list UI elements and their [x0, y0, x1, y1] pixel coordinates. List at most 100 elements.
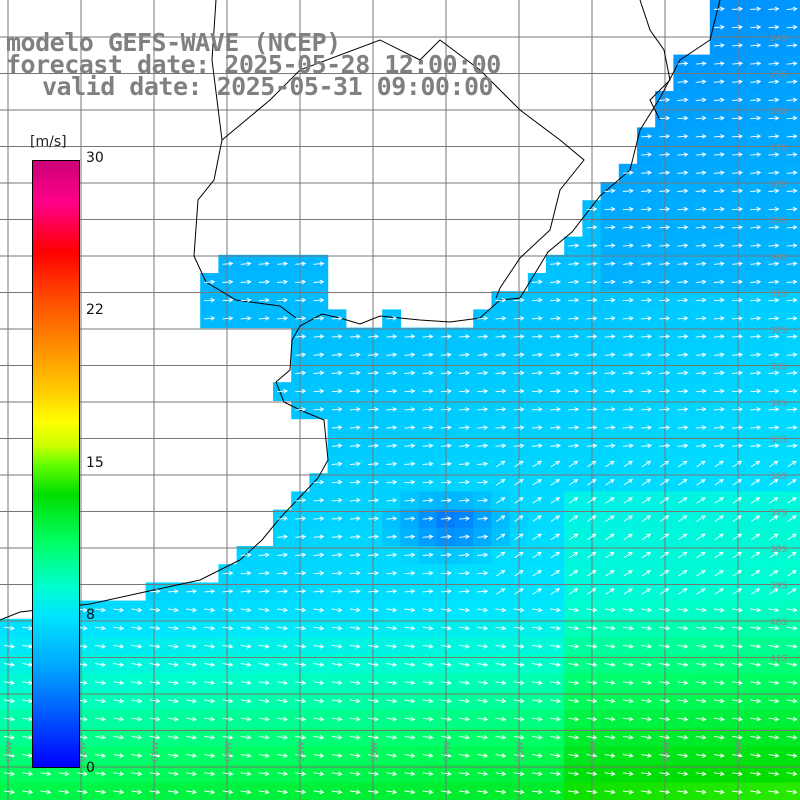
wind-arrow [331, 625, 343, 631]
wind-arrow [222, 753, 234, 758]
wind-arrow [4, 771, 16, 777]
wind-arrow [786, 297, 798, 303]
wind-arrow [750, 460, 761, 468]
wind-arrow [677, 607, 689, 613]
wind-arrow [768, 644, 780, 649]
wind-arrow [568, 316, 580, 321]
wind-arrow [750, 97, 762, 103]
wind-arrow [222, 662, 234, 667]
wind-arrow [186, 735, 198, 740]
lon-label: 57W [443, 742, 453, 762]
wind-arrow [659, 134, 671, 139]
wind-arrow [477, 680, 489, 686]
wind-arrow [786, 607, 798, 613]
wind-arrow [277, 316, 289, 321]
wind-arrow [695, 206, 707, 212]
wind-arrow [531, 352, 543, 358]
wind-arrow [769, 588, 779, 595]
wind-arrow [677, 97, 689, 103]
wind-arrow [440, 607, 452, 613]
wind-arrow [349, 698, 361, 704]
wind-arrow [349, 534, 361, 540]
wind-arrow [368, 425, 380, 430]
wind-arrow [659, 662, 671, 667]
wind-arrow [586, 771, 598, 777]
wind-arrow [695, 735, 707, 740]
wind-arrow [568, 497, 579, 504]
wind-arrow [786, 735, 798, 740]
wind-arrow [641, 607, 653, 613]
wind-arrow [531, 771, 543, 777]
wind-arrow [750, 279, 762, 285]
wind-arrow [769, 497, 779, 504]
wind-arrow [695, 716, 707, 722]
wind-arrow [769, 551, 779, 559]
wind-arrow [587, 460, 597, 468]
wind-arrow [240, 698, 252, 704]
wind-arrow [586, 735, 598, 740]
wind-arrow [677, 771, 689, 777]
wind-arrow [586, 352, 598, 358]
wind-arrow [586, 443, 598, 449]
wind-arrow [677, 316, 689, 321]
wind-arrow [786, 279, 798, 285]
wind-arrow [240, 662, 252, 667]
wind-arrow [750, 515, 761, 522]
wind-arrow [495, 716, 507, 722]
wind-arrow [732, 243, 744, 248]
wind-arrow [513, 644, 525, 649]
wind-arrow [477, 716, 489, 722]
wind-arrow [750, 134, 762, 139]
wind-arrow [677, 188, 689, 194]
wind-arrow [768, 607, 780, 613]
wind-arrow [550, 680, 562, 686]
wind-arrow [531, 735, 543, 740]
wind-arrow [750, 443, 762, 449]
wind-arrow [386, 662, 398, 667]
wind-arrow [623, 551, 633, 559]
wind-arrow [695, 79, 707, 85]
wind-arrow [695, 370, 707, 376]
wind-arrow [167, 607, 179, 613]
wind-arrow [204, 279, 216, 285]
wind-arrow [477, 552, 489, 558]
wind-arrow [331, 370, 343, 376]
wind-arrow [677, 735, 689, 740]
wind-arrow [695, 115, 707, 121]
wind-arrow [386, 407, 398, 412]
wind-arrow [678, 497, 688, 504]
wind-arrow [641, 753, 653, 758]
wind-arrow [331, 516, 343, 521]
colorbar-unit: [m/s] [30, 134, 67, 150]
wind-arrow [677, 698, 689, 704]
wind-arrow [604, 316, 616, 321]
wind-arrow [95, 607, 107, 613]
wind-arrow [550, 407, 562, 412]
wind-arrow [331, 698, 343, 704]
wind-arrow [258, 279, 270, 285]
wind-arrow [531, 625, 543, 631]
wind-arrow [659, 370, 671, 376]
wind-arrow [695, 425, 707, 430]
wind-arrow [495, 607, 507, 613]
wind-arrow [641, 225, 653, 230]
wind-arrow [604, 407, 616, 412]
wind-arrow [550, 588, 561, 595]
colorbar-tick-15: 15 [86, 455, 104, 471]
wind-arrow [295, 625, 307, 631]
wind-arrow [313, 662, 325, 667]
wind-arrow [477, 735, 489, 740]
wind-arrow [477, 753, 489, 758]
wind-arrow [605, 497, 615, 504]
wind-arrow [786, 680, 798, 686]
wind-arrow [386, 607, 398, 613]
wind-arrow [659, 789, 671, 795]
wind-arrow [695, 753, 707, 758]
lat-label: 28S [770, 180, 787, 190]
wind-arrow [678, 569, 688, 577]
wind-arrow [386, 516, 398, 521]
wind-arrow [422, 407, 434, 412]
wind-arrow [422, 370, 434, 376]
wind-arrow [113, 698, 125, 704]
